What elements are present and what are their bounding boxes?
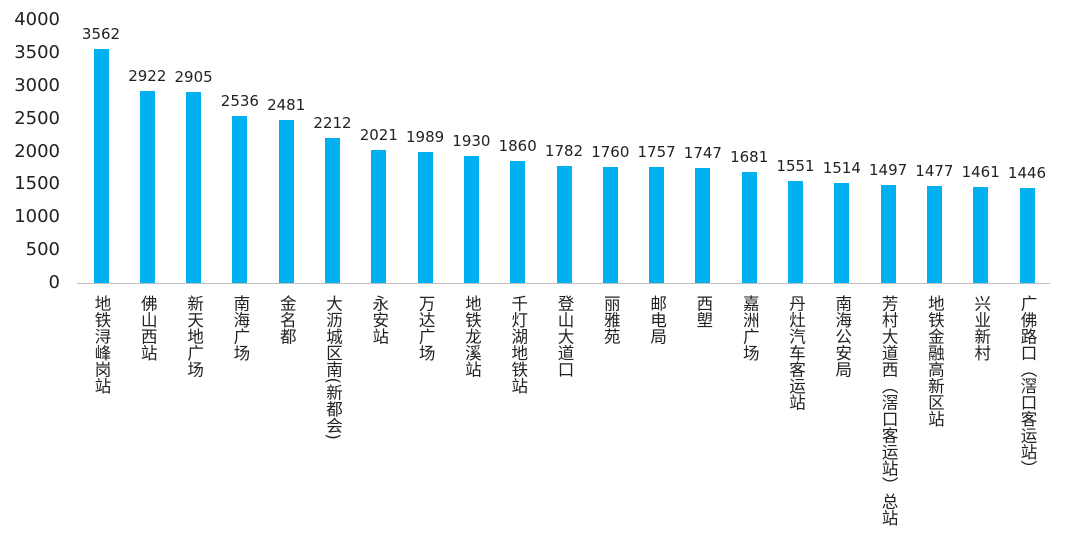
data-label: 1760: [591, 143, 630, 162]
x-tick-label: 广佛路口（滘口客运站）: [1018, 295, 1037, 477]
x-tick-label: 千灯湖地铁站: [508, 295, 528, 394]
x-axis-line: [77, 283, 1050, 284]
bar: [417, 152, 433, 283]
bar: [325, 137, 340, 283]
bar: [788, 181, 803, 283]
bar: [463, 156, 479, 283]
data-label: 1477: [915, 161, 954, 180]
y-tick-label: 1500: [14, 173, 60, 195]
data-label: 1782: [544, 141, 584, 160]
x-tick-label: 登山大道口: [555, 295, 574, 378]
bar: [649, 167, 665, 283]
x-tick-label: 佛山西站: [138, 295, 158, 361]
y-tick-label: 3500: [14, 41, 60, 63]
bar: [232, 116, 248, 283]
x-tick-label: 南海广场: [230, 295, 250, 361]
x-tick-label: 新天地广场: [184, 295, 204, 378]
data-label: 1446: [1007, 163, 1047, 182]
y-tick-label: 0: [48, 272, 60, 293]
x-tick-label: 大沥城区南(新都会): [323, 295, 343, 440]
y-tick-label: 500: [25, 239, 60, 261]
bar: [556, 165, 572, 283]
bar: [973, 186, 989, 283]
bar: [741, 172, 757, 283]
x-tick-label: 地铁龙溪站: [462, 295, 482, 378]
bar: [510, 160, 526, 283]
x-tick-label: 地铁金融高新区站: [925, 295, 945, 427]
data-label: 1860: [498, 136, 537, 155]
x-tick-label: 嘉洲广场: [740, 295, 760, 361]
data-label: 1461: [961, 162, 1000, 181]
x-tick-label: 金名都: [277, 295, 297, 345]
y-tick-label: 1000: [14, 206, 60, 228]
data-label: 1681: [730, 148, 769, 167]
data-label: 2536: [220, 92, 259, 111]
x-tick-label: 丽雅苑: [601, 295, 621, 345]
x-tick-label: 芳村大道西（滘口客运站）总站: [879, 295, 899, 526]
bar: [880, 184, 896, 283]
y-tick-label: 2500: [14, 107, 60, 129]
data-label: 1514: [822, 159, 861, 178]
x-tick-label: 南海公安局: [832, 295, 852, 378]
x-tick-label: 永安站: [369, 295, 389, 345]
bar: [926, 185, 942, 283]
x-tick-label: 兴业新村: [971, 295, 991, 361]
data-label: 1551: [776, 157, 815, 176]
y-tick-label: 4000: [14, 9, 60, 30]
bar: [834, 183, 850, 283]
y-tick-label: 3000: [14, 74, 60, 96]
data-label: 1747: [683, 144, 722, 163]
data-label: 1757: [637, 143, 676, 162]
data-label: 2481: [267, 95, 306, 114]
bar: [371, 150, 387, 283]
data-label: 2922: [128, 66, 167, 85]
data-label: 1930: [452, 132, 491, 151]
x-tick-label: 西塱: [693, 295, 713, 328]
data-label: 1497: [869, 160, 908, 179]
bar: [602, 167, 618, 283]
data-label: 2212: [313, 113, 352, 132]
bar: [93, 48, 109, 283]
bar: [186, 91, 202, 283]
bar: [278, 119, 294, 283]
y-tick-label: 2000: [14, 140, 60, 162]
x-tick-label: 地铁浔峰岗站: [92, 295, 111, 394]
data-label: 1989: [406, 128, 445, 147]
data-label: 3562: [81, 24, 121, 43]
data-label: 2021: [359, 126, 398, 145]
x-tick-label: 万达广场: [416, 295, 436, 361]
bar: [695, 168, 711, 283]
x-tick-label: 邮电局: [647, 295, 667, 345]
x-tick-label: 丹灶汽车客运站: [786, 295, 806, 411]
data-label: 2905: [174, 67, 213, 86]
bar: [139, 90, 155, 283]
bar: [1019, 187, 1035, 283]
